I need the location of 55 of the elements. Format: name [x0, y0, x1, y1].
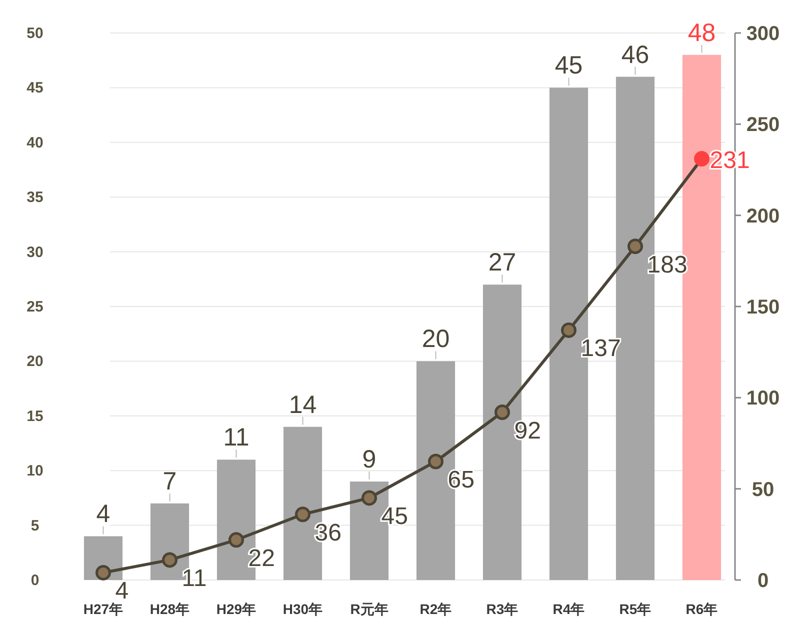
y-tick-label: 30: [26, 244, 44, 261]
data-label: 22: [248, 544, 275, 572]
y-tick-label: 15: [26, 408, 44, 425]
data-label: 9: [362, 446, 376, 474]
point: [428, 454, 444, 470]
y-tick-label: 20: [26, 353, 44, 370]
y-tick-label: 0: [30, 572, 40, 589]
data-label: 7: [162, 467, 177, 496]
data-label: 65: [448, 466, 474, 494]
point: [162, 552, 178, 568]
x-tick-label: R元年: [350, 601, 388, 617]
data-label: 46: [621, 40, 650, 69]
y2-tick-label: 150: [746, 296, 780, 318]
data-label: 45: [381, 502, 408, 530]
point: [494, 404, 510, 420]
x-tick-label: R4年: [552, 601, 585, 617]
y-tick-label: 5: [30, 517, 40, 534]
point: [561, 322, 576, 338]
y-tick-label: 45: [26, 80, 44, 97]
y2-tick-label: 0: [757, 570, 769, 592]
y2-tick-label: 100: [746, 388, 780, 410]
y2-tick-label: 200: [746, 205, 780, 228]
data-label: 48: [688, 18, 716, 47]
y-tick-label: 35: [26, 189, 44, 206]
point: [96, 564, 111, 580]
x-tick-label: R2年: [420, 601, 452, 617]
data-label: 92: [514, 417, 541, 444]
data-label: 27: [488, 248, 516, 277]
y2-tick-label: 50: [752, 478, 774, 501]
y-tick-label: 25: [26, 298, 44, 316]
y2-tick-label: 250: [746, 114, 780, 136]
point: [362, 490, 377, 506]
point: [628, 238, 643, 254]
y-tick-label: 50: [26, 25, 44, 42]
y2-tick-label: 300: [746, 23, 780, 45]
x-tick-label: R6年: [686, 601, 718, 617]
point: [228, 532, 244, 548]
data-label: 11: [223, 424, 250, 452]
x-tick-label: H30年: [282, 601, 323, 617]
data-label: 45: [554, 52, 583, 80]
data-label: 11: [182, 564, 207, 592]
data-label: 36: [314, 519, 342, 546]
y-tick-label: 10: [26, 462, 44, 480]
point: [694, 151, 710, 167]
y-tick-label: 40: [26, 134, 44, 152]
data-label: 137: [580, 335, 621, 362]
x-tick-label: R5年: [619, 601, 652, 617]
data-label: 14: [288, 390, 317, 419]
x-tick-label: R3年: [486, 601, 518, 617]
data-label: 4: [96, 500, 110, 528]
x-tick-label: H29年: [216, 601, 256, 617]
data-label: 20: [422, 325, 450, 354]
point: [295, 506, 310, 522]
data-label: 183: [647, 251, 688, 278]
x-tick-label: H28年: [150, 601, 190, 617]
